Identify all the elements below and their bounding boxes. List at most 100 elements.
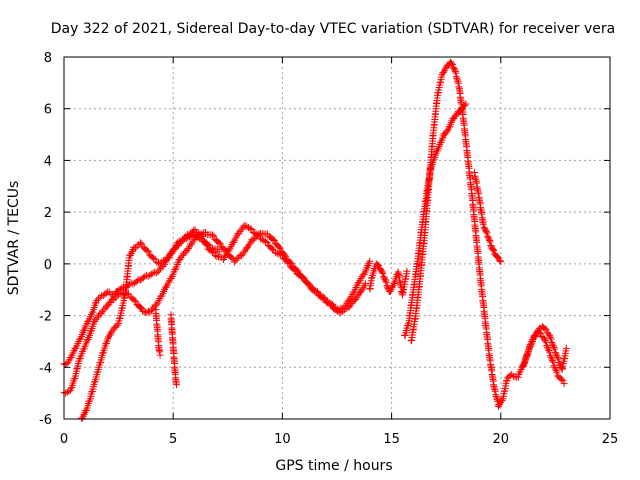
data-point	[560, 380, 568, 388]
data-point	[403, 267, 411, 275]
data-point	[494, 253, 502, 261]
data-point	[133, 242, 141, 250]
data-point	[329, 305, 337, 313]
data-point	[447, 59, 455, 67]
data-point	[281, 251, 289, 259]
data-point	[483, 229, 491, 237]
data-point	[337, 309, 345, 317]
x-tick-label: 5	[169, 432, 177, 447]
data-point	[382, 278, 390, 286]
data-point	[548, 357, 556, 365]
data-point	[321, 295, 329, 303]
data-point	[132, 297, 140, 305]
data-point	[378, 268, 386, 276]
axis-ticks	[63, 56, 611, 420]
data-point	[448, 60, 456, 68]
data-point	[552, 367, 560, 375]
data-point	[210, 232, 218, 240]
series-track-c	[77, 231, 223, 422]
tick-labels: 0 5 10 15 20 25 -6 -4 -2 0 2 4 6 8	[39, 51, 618, 447]
data-point	[542, 338, 550, 346]
data-point	[207, 244, 215, 252]
data-point	[276, 244, 284, 252]
data-point	[339, 307, 347, 315]
y-tick-label: -2	[39, 310, 52, 325]
data-point	[138, 240, 146, 248]
data-point	[325, 300, 333, 308]
data-point	[135, 275, 143, 283]
data-point	[215, 239, 223, 247]
data-point	[254, 231, 262, 239]
data-point	[549, 358, 557, 366]
data-point	[263, 238, 271, 246]
data-point	[102, 289, 110, 297]
data-point	[260, 237, 268, 245]
data-point	[243, 223, 251, 231]
data-point	[484, 232, 492, 240]
data-point	[228, 254, 236, 262]
data-point	[130, 296, 138, 304]
series-spike-a	[152, 306, 164, 359]
data-point	[366, 257, 374, 265]
data-point	[143, 309, 151, 317]
data-point	[158, 258, 166, 266]
data-point	[383, 282, 391, 290]
data-point	[233, 255, 241, 263]
data-point	[496, 257, 504, 265]
data-point	[562, 344, 570, 352]
data-point	[270, 237, 278, 245]
data-point	[187, 232, 195, 240]
data-point	[342, 304, 350, 312]
data-point	[506, 372, 514, 380]
y-tick-label: -4	[39, 361, 52, 376]
data-point	[543, 343, 551, 351]
data-point	[535, 328, 543, 336]
data-point	[288, 260, 296, 268]
data-point	[322, 298, 330, 306]
data-point	[553, 368, 561, 376]
y-axis-label: SDTVAR / TECUs	[6, 181, 22, 296]
data-point	[195, 234, 203, 242]
data-point	[549, 342, 557, 350]
x-tick-label: 0	[60, 432, 68, 447]
data-point	[200, 238, 208, 246]
data-point	[268, 245, 276, 253]
data-point	[487, 241, 495, 249]
data-point	[546, 352, 554, 360]
y-tick-label: 2	[44, 206, 52, 221]
data-point	[547, 335, 555, 343]
data-point	[223, 247, 231, 255]
data-point	[94, 295, 102, 303]
data-point	[554, 353, 562, 361]
data-point	[484, 234, 492, 242]
data-point	[546, 348, 554, 356]
data-point	[199, 237, 207, 245]
data-point	[495, 254, 503, 262]
data-point	[249, 228, 257, 236]
data-point	[230, 258, 238, 266]
x-tick-label: 20	[493, 432, 510, 447]
series-segment-c	[366, 260, 411, 299]
data-point	[248, 225, 256, 233]
data-point	[93, 296, 101, 304]
data-point	[443, 127, 451, 135]
data-point	[379, 269, 387, 277]
data-point	[191, 225, 199, 233]
data-point	[232, 256, 240, 264]
data-point	[190, 227, 198, 235]
data-point	[299, 273, 307, 281]
series-peak-a	[407, 58, 522, 410]
data-point	[143, 247, 151, 255]
data-point	[479, 220, 487, 228]
data-point	[546, 333, 554, 341]
data-point	[241, 222, 249, 230]
data-point	[271, 249, 279, 257]
data-point	[151, 255, 159, 263]
data-point	[318, 293, 326, 301]
y-tick-label: -6	[39, 413, 52, 428]
data-point	[197, 234, 205, 242]
data-point	[542, 326, 550, 334]
data-point	[340, 306, 348, 314]
data-point	[324, 299, 332, 307]
